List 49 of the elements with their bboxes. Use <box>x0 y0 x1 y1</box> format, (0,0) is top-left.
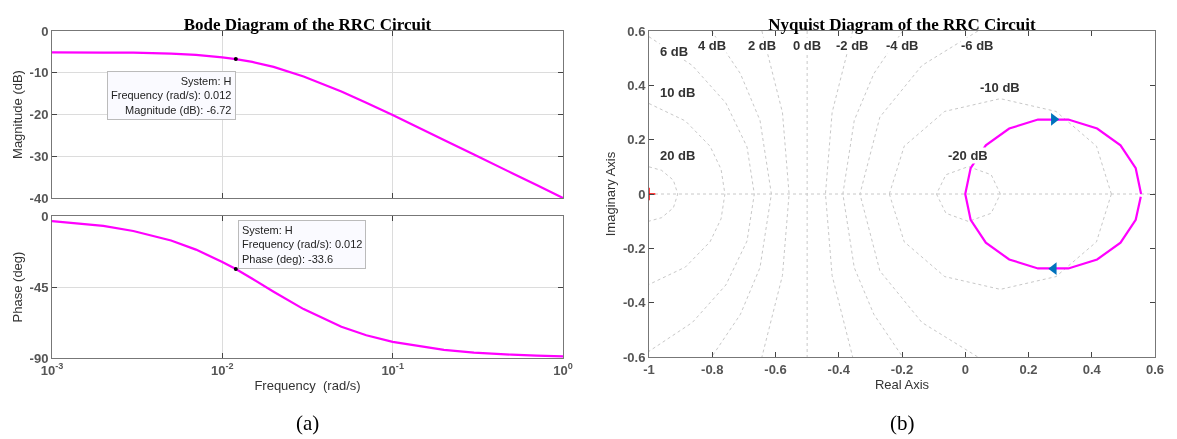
y-axis-title: Magnitude (dB) <box>9 70 25 159</box>
series-label: 6 dB <box>660 44 689 59</box>
series-label: 0 dB <box>793 38 822 53</box>
y-axis-title: Imaginary Axis <box>602 151 618 237</box>
y-tick-label: -0.2 <box>622 240 646 256</box>
series-label: 10 dB <box>660 85 696 100</box>
text: (b) <box>890 411 915 435</box>
chart-title: Bode Diagram of the RRC Circuit <box>183 15 432 34</box>
series-label: 4 dB <box>698 38 727 53</box>
y-tick-label: -40 <box>29 190 49 206</box>
x-tick-label: 0.6 <box>1145 361 1165 377</box>
annotation: System: H Frequency (rad/s): 0.012 Magnitude (dB): -6.72 <box>111 75 232 116</box>
y-tick-label: -90 <box>29 350 49 366</box>
x-tick-label: 0 <box>961 361 969 377</box>
series-label: -20 dB <box>948 148 988 163</box>
y-tick-label: 0 <box>41 208 49 224</box>
y-tick-label: -0.4 <box>622 295 647 311</box>
x-axis-title: Frequency (rad/s) <box>254 378 361 394</box>
x-tick-label: -0.2 <box>890 361 914 377</box>
x-tick-label: -0.4 <box>827 361 851 377</box>
y-tick-label: 0.4 <box>627 77 647 93</box>
y-tick-label: -10 <box>29 65 49 81</box>
x-tick-label: 10$^{-1}$ <box>381 361 404 378</box>
y-tick-label: 0.2 <box>627 132 646 148</box>
y-tick-label: -30 <box>29 148 49 164</box>
y-tick-label: 0 <box>41 23 49 39</box>
y-tick-label: -0.6 <box>622 349 646 365</box>
y-tick-label: 0.6 <box>627 23 646 39</box>
series-label: -6 dB <box>961 38 994 53</box>
x-tick-label: -0.8 <box>701 361 724 377</box>
y-tick-label: -45 <box>29 279 49 295</box>
annotation: System: H Frequency (rad/s): 0.012 Phase (deg): -33.6 <box>242 224 363 265</box>
y-tick-label: -20 <box>29 107 49 123</box>
chart-title: Nyquist Diagram of the RRC Circuit <box>768 15 1037 34</box>
y-axis-title: Phase (deg) <box>9 251 25 323</box>
series-label: -4 dB <box>886 38 919 53</box>
x-tick-label: -0.6 <box>764 361 787 377</box>
x-tick-label: 0.2 <box>1019 361 1038 377</box>
series-label: 20 dB <box>660 148 696 163</box>
x-axis-title: Real Axis <box>874 377 930 393</box>
x-tick-label: -1 <box>643 361 655 377</box>
text: (a) <box>296 411 320 435</box>
series-label: 2 dB <box>748 38 777 53</box>
series-label: -10 dB <box>980 80 1020 95</box>
x-tick-label: 10$^{0}$ <box>553 361 573 378</box>
y-tick-label: 0 <box>638 186 646 202</box>
x-tick-label: 0.4 <box>1082 361 1102 377</box>
x-tick-label: 10$^{-2}$ <box>211 361 234 378</box>
series-label: -2 dB <box>836 38 869 53</box>
